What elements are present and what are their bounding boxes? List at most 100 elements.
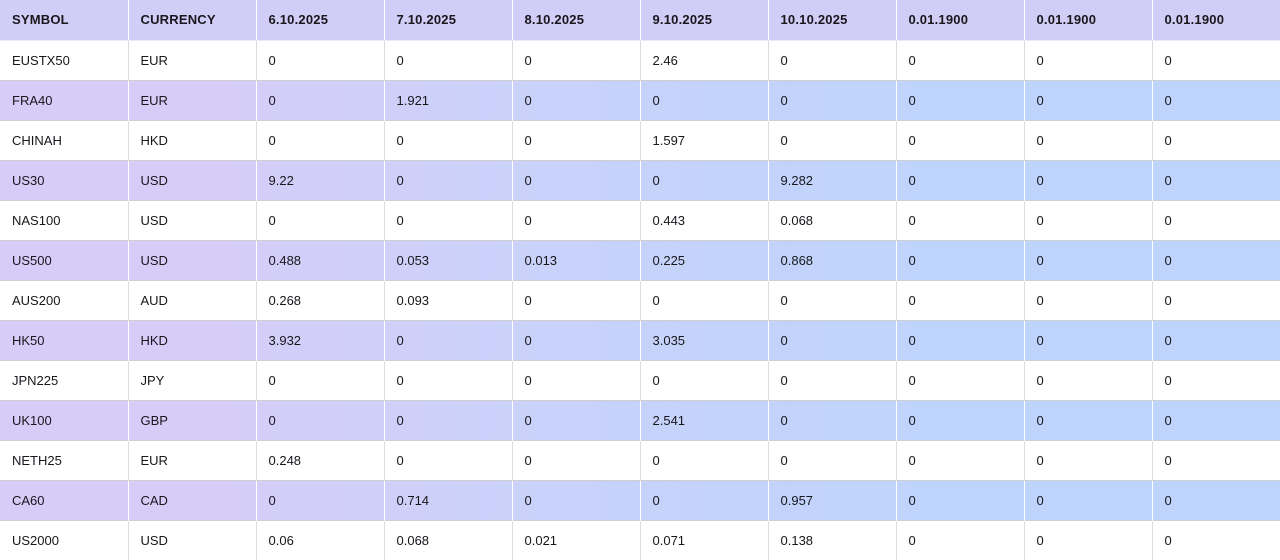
value-cell: 0 (1024, 40, 1153, 80)
value-cell: 0 (512, 360, 641, 400)
column-header: 0.01.1900 (1152, 0, 1280, 41)
currency-cell: GBP (128, 400, 257, 440)
value-cell: 0 (1164, 492, 1172, 508)
currency-cell: USD (128, 160, 257, 200)
value-cell: 0 (512, 480, 641, 520)
value-cell: 0 (1024, 320, 1153, 360)
value-cell: 0.068 (384, 520, 513, 560)
value-cell: 0 (640, 360, 769, 400)
symbol-cell: HK50 (0, 320, 129, 360)
table-row: JPN225 JPY 0 0 0 0 0 0 0 0 (0, 360, 1280, 400)
column-header: 7.10.2025 (384, 0, 513, 41)
value-cell: 0 (1164, 372, 1172, 388)
value-cell: 0.068 (768, 200, 897, 240)
table-row: UK100 GBP 0 0 0 2.541 0 0 0 0 (0, 400, 1280, 440)
value-cell: 0 (1024, 520, 1153, 560)
value-cell: 0 (768, 320, 897, 360)
value-cell: 0 (384, 360, 513, 400)
value-cell: 0.268 (256, 280, 385, 320)
value-cell: 0 (768, 440, 897, 480)
value-cell: 0.868 (768, 240, 897, 280)
symbol-cell: NETH25 (0, 440, 129, 480)
value-cell: 9.22 (256, 160, 385, 200)
value-cell: 0 (1164, 332, 1172, 348)
value-cell: 0 (1164, 132, 1172, 148)
value-cell: 0.225 (640, 240, 769, 280)
value-cell: 0 (896, 520, 1025, 560)
value-cell: 0 (768, 360, 897, 400)
value-cell: 3.035 (640, 320, 769, 360)
value-cell: 0 (1164, 212, 1172, 228)
value-cell: 0 (896, 200, 1025, 240)
table-row: NAS100 USD 0 0 0 0.443 0.068 0 0 0 (0, 200, 1280, 240)
value-cell: 0 (1024, 80, 1153, 120)
value-cell: 0 (256, 40, 385, 80)
symbol-cell: US30 (0, 160, 129, 200)
value-cell: 0 (640, 280, 769, 320)
currency-cell: HKD (128, 120, 257, 160)
value-cell: 0 (1164, 452, 1172, 468)
value-cell: 0 (256, 360, 385, 400)
table-row: NETH25 EUR 0.248 0 0 0 0 0 0 0 (0, 440, 1280, 480)
value-cell: 0 (768, 120, 897, 160)
table-row: HK50 HKD 3.932 0 0 3.035 0 0 0 0 (0, 320, 1280, 360)
value-cell: 0.013 (512, 240, 641, 280)
value-cell: 0 (512, 280, 641, 320)
column-header: 6.10.2025 (256, 0, 385, 41)
currency-cell: USD (128, 240, 257, 280)
column-header: 8.10.2025 (512, 0, 641, 41)
table-row: AUS200 AUD 0.268 0.093 0 0 0 0 0 0 (0, 280, 1280, 320)
symbol-cell: CA60 (0, 480, 129, 520)
value-cell: 0 (896, 40, 1025, 80)
table-header: SYMBOL CURRENCY 6.10.2025 7.10.2025 8.10.202… (0, 0, 1280, 41)
symbol-cell: CHINAH (0, 120, 129, 160)
value-cell: 0 (1024, 120, 1153, 160)
value-cell: 0 (1024, 240, 1153, 280)
currency-cell: AUD (128, 280, 257, 320)
value-cell: 0 (896, 480, 1025, 520)
value-cell: 0 (256, 120, 385, 160)
table-row: CHINAH HKD 0 0 0 1.597 0 0 0 0 (0, 120, 1280, 160)
table-row: EUSTX50 EUR 0 0 0 2.46 0 0 0 0 (0, 40, 1280, 80)
column-header: 0.01.1900 (1024, 0, 1153, 41)
value-cell: 0 (512, 400, 641, 440)
value-cell: 0 (512, 200, 641, 240)
value-cell: 1.921 (384, 80, 513, 120)
value-cell: 0 (1164, 532, 1172, 548)
value-cell: 0 (256, 80, 385, 120)
currency-cell: JPY (128, 360, 257, 400)
value-cell: 0 (1164, 52, 1172, 68)
value-cell: 0.248 (256, 440, 385, 480)
value-cell: 0 (512, 160, 641, 200)
table-row: US500 USD 0.488 0.053 0.013 0.225 0.868 0 0 0 (0, 240, 1280, 280)
value-cell: 0 (256, 480, 385, 520)
symbol-cell: JPN225 (0, 360, 129, 400)
currency-cell: USD (128, 200, 257, 240)
symbol-cell: FRA40 (0, 80, 129, 120)
value-cell: 0 (512, 120, 641, 160)
value-cell: 0 (640, 480, 769, 520)
symbol-cell: EUSTX50 (0, 40, 129, 80)
value-cell: 0 (384, 200, 513, 240)
value-cell: 0 (768, 80, 897, 120)
symbol-cell: NAS100 (0, 200, 129, 240)
value-cell: 0.138 (768, 520, 897, 560)
value-cell: 0.053 (384, 240, 513, 280)
value-cell: 2.541 (640, 400, 769, 440)
value-cell: 0 (768, 400, 897, 440)
column-header: 9.10.2025 (640, 0, 769, 41)
value-cell: 0 (896, 280, 1025, 320)
value-cell: 0 (1164, 92, 1172, 108)
value-cell: 0 (768, 40, 897, 80)
value-cell: 0 (896, 160, 1025, 200)
value-cell: 0 (512, 440, 641, 480)
value-cell: 1.597 (640, 120, 769, 160)
table-row: CA60 CAD 0 0.714 0 0 0.957 0 0 0 (0, 480, 1280, 520)
value-cell: 0 (1024, 480, 1153, 520)
value-cell: 0 (1024, 400, 1153, 440)
table-row: US2000 USD 0.06 0.068 0.021 0.071 0.138 0 0 0 (0, 520, 1280, 560)
value-cell: 0 (384, 160, 513, 200)
value-cell: 0 (512, 320, 641, 360)
value-cell: 0 (1164, 292, 1172, 308)
